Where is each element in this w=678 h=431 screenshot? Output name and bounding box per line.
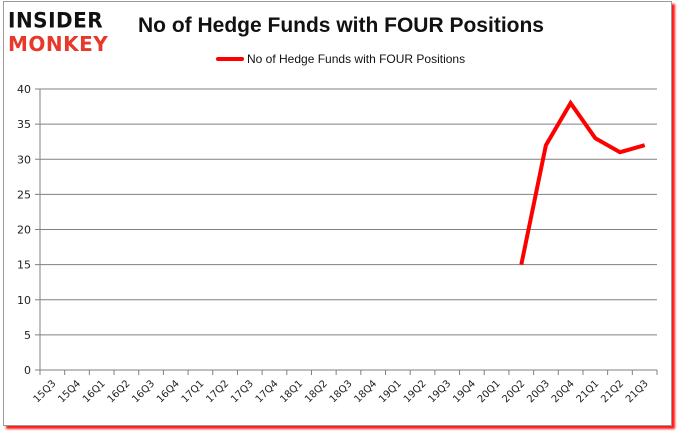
y-tick-label: 35 [17,118,31,131]
x-tick-label: 15Q3 [32,378,59,405]
chart-legend: No of Hedge Funds with FOUR Positions [216,52,465,66]
x-tick-label: 17Q3 [229,378,256,405]
x-tick-label: 20Q3 [525,378,552,405]
insider-monkey-logo: INSIDER MONKEY [8,7,128,56]
x-tick-label: 19Q3 [426,378,453,405]
x-tick-label: 21Q1 [575,378,602,405]
x-tick-label: 21Q2 [599,378,626,405]
y-tick-label: 15 [17,259,31,272]
logo-line-2: MONKEY [8,32,109,56]
x-tick-label: 16Q3 [130,378,157,405]
x-tick-label: 18Q3 [328,378,355,405]
y-tick-label: 40 [17,83,31,96]
y-tick-label: 20 [17,224,31,237]
x-tick-label: 20Q4 [550,378,577,405]
x-tick-label: 16Q1 [81,378,108,405]
logo-line-1: INSIDER [8,7,104,33]
x-tick-label: 17Q2 [204,378,231,405]
x-tick-label: 16Q2 [106,378,133,405]
x-tick-label: 17Q4 [254,378,281,405]
chart-frame [3,1,672,426]
x-tick-label: 19Q4 [451,378,478,405]
x-tick-label: 15Q4 [56,378,83,405]
x-tick-label: 19Q2 [402,378,429,405]
chart-title: No of Hedge Funds with FOUR Positions [138,14,544,37]
y-tick-label: 25 [17,188,31,201]
y-tick-label: 10 [17,294,31,307]
x-tick-label: 16Q4 [155,378,182,405]
x-tick-label: 18Q1 [278,378,305,405]
x-tick-label: 20Q1 [476,378,503,405]
x-tick-label: 19Q1 [377,378,404,405]
x-tick-label: 20Q2 [501,378,528,405]
legend-swatch-icon [216,57,244,61]
series-line [519,99,646,266]
legend-label: No of Hedge Funds with FOUR Positions [247,52,466,66]
y-tick-label: 0 [24,364,31,377]
y-tick-label: 5 [24,329,31,342]
x-tick-label: 17Q1 [180,378,207,405]
x-tick-label: 21Q3 [624,378,651,405]
y-tick-label: 30 [17,153,31,166]
x-tick-label: 18Q4 [352,378,379,405]
x-tick-label: 18Q2 [303,378,330,405]
